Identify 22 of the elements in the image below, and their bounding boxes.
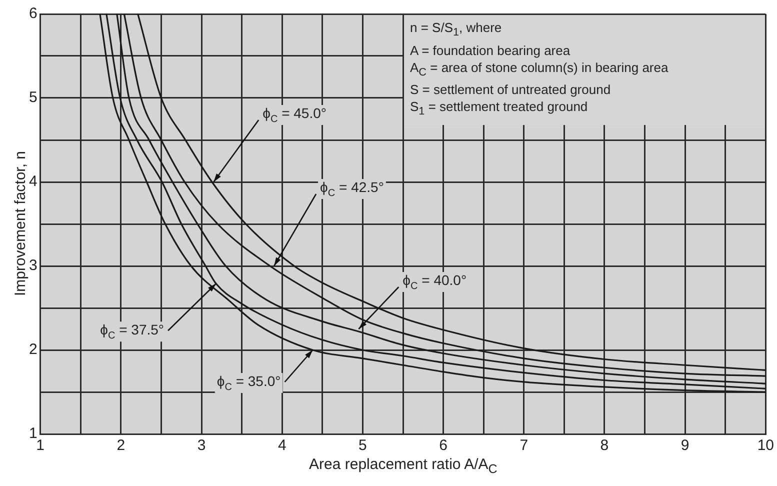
y-tick-label: 1 (29, 425, 38, 442)
x-tick-label: 9 (680, 437, 690, 454)
annotation: n = S/S$_{1}$, where (410, 19, 503, 41)
x-tick-label: 10 (757, 437, 774, 454)
y-tick-label: 2 (29, 341, 38, 358)
annotation: S = settlement of untreated ground (410, 81, 612, 98)
x-tick-label: 8 (600, 437, 609, 454)
x-tick-label: 6 (439, 437, 448, 454)
annotation: A$_{C}$ = area of stone column(s) in bearing area (410, 58, 670, 80)
x-tick-label: 2 (116, 437, 126, 454)
y-tick-label: 3 (29, 257, 38, 274)
x-tick-label: 7 (520, 437, 528, 454)
y-tick-label: 5 (29, 89, 38, 106)
x-axis-title: Area replacement ratio A/A$_{C}$ (309, 456, 498, 476)
x-tick-label: 4 (278, 437, 286, 454)
x-tick-label: 5 (358, 437, 367, 454)
annotation: A = foundation bearing area (410, 42, 572, 59)
y-tick-label: 4 (29, 173, 38, 190)
x-tick-label: 3 (197, 437, 206, 454)
annotation: S$_{1}$ = settlement treated ground (410, 98, 589, 120)
y-tick-label: 6 (29, 5, 38, 22)
y-axis-title: Improvement factor, n (12, 150, 29, 296)
